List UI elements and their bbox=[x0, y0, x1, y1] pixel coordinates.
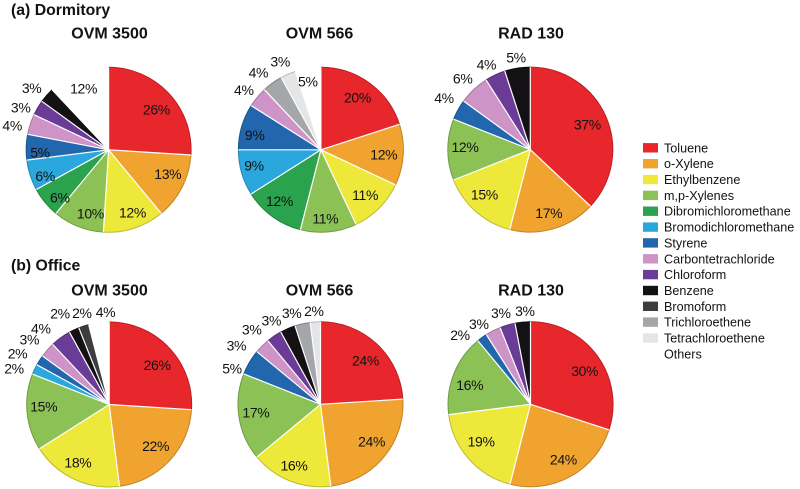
svg-text:2%: 2% bbox=[304, 303, 324, 319]
svg-text:5%: 5% bbox=[506, 50, 526, 66]
svg-text:19%: 19% bbox=[468, 433, 495, 449]
svg-text:4%: 4% bbox=[249, 64, 269, 80]
svg-text:30%: 30% bbox=[571, 363, 598, 379]
svg-text:24%: 24% bbox=[352, 353, 379, 369]
svg-text:16%: 16% bbox=[281, 458, 308, 474]
svg-text:4%: 4% bbox=[96, 304, 116, 320]
svg-text:12%: 12% bbox=[370, 146, 397, 162]
svg-text:6%: 6% bbox=[35, 168, 55, 184]
svg-text:12%: 12% bbox=[119, 204, 146, 220]
svg-text:12%: 12% bbox=[452, 139, 479, 155]
svg-text:18%: 18% bbox=[64, 455, 91, 471]
svg-text:(b) Office: (b) Office bbox=[11, 258, 81, 275]
svg-text:2%: 2% bbox=[72, 305, 92, 321]
svg-text:Dibromichloromethane: Dibromichloromethane bbox=[664, 205, 791, 219]
svg-text:2%: 2% bbox=[450, 327, 470, 343]
svg-text:Toluene: Toluene bbox=[664, 141, 708, 155]
svg-text:3%: 3% bbox=[20, 331, 40, 347]
svg-text:9%: 9% bbox=[244, 158, 264, 174]
svg-text:4%: 4% bbox=[477, 57, 497, 73]
svg-text:15%: 15% bbox=[30, 398, 57, 414]
svg-text:3%: 3% bbox=[282, 305, 302, 321]
svg-text:22%: 22% bbox=[142, 438, 169, 454]
svg-text:2%: 2% bbox=[8, 346, 28, 362]
svg-text:Trichloroethene: Trichloroethene bbox=[664, 316, 751, 330]
svg-text:3%: 3% bbox=[469, 316, 489, 332]
svg-text:o-Xylene: o-Xylene bbox=[664, 157, 714, 171]
svg-text:Others: Others bbox=[664, 347, 702, 361]
svg-text:Chloroform: Chloroform bbox=[664, 268, 726, 282]
svg-text:13%: 13% bbox=[154, 166, 181, 182]
svg-text:3%: 3% bbox=[515, 303, 535, 319]
svg-text:20%: 20% bbox=[344, 90, 371, 106]
svg-text:2%: 2% bbox=[50, 306, 70, 322]
svg-text:6%: 6% bbox=[50, 189, 70, 205]
svg-text:(a) Dormitory: (a) Dormitory bbox=[11, 2, 110, 19]
svg-text:11%: 11% bbox=[352, 187, 378, 203]
svg-text:Ethylbenzene: Ethylbenzene bbox=[664, 173, 740, 187]
svg-text:3%: 3% bbox=[11, 99, 31, 115]
svg-text:9%: 9% bbox=[245, 127, 265, 143]
svg-text:16%: 16% bbox=[456, 377, 483, 393]
svg-text:17%: 17% bbox=[242, 404, 269, 420]
svg-text:10%: 10% bbox=[77, 205, 104, 221]
svg-text:26%: 26% bbox=[143, 102, 170, 118]
svg-text:Carbontetrachloride: Carbontetrachloride bbox=[664, 252, 775, 266]
svg-text:24%: 24% bbox=[358, 433, 385, 449]
svg-text:Benzene: Benzene bbox=[664, 284, 714, 298]
svg-text:2%: 2% bbox=[4, 360, 24, 376]
svg-text:4%: 4% bbox=[234, 82, 254, 98]
svg-text:3%: 3% bbox=[262, 312, 282, 328]
svg-text:6%: 6% bbox=[453, 71, 473, 87]
svg-text:26%: 26% bbox=[144, 357, 171, 373]
svg-text:Styrene: Styrene bbox=[664, 236, 707, 250]
svg-text:4%: 4% bbox=[31, 320, 51, 336]
svg-text:4%: 4% bbox=[434, 90, 454, 106]
svg-text:15%: 15% bbox=[471, 186, 498, 202]
svg-text:RAD 130: RAD 130 bbox=[498, 26, 564, 43]
svg-text:37%: 37% bbox=[574, 116, 601, 132]
svg-text:m,p-Xylenes: m,p-Xylenes bbox=[664, 189, 734, 203]
svg-text:24%: 24% bbox=[550, 452, 577, 468]
svg-text:Tetrachloroethene: Tetrachloroethene bbox=[664, 332, 765, 346]
svg-text:RAD 130: RAD 130 bbox=[498, 283, 564, 300]
svg-text:12%: 12% bbox=[266, 193, 293, 209]
svg-text:3%: 3% bbox=[227, 337, 247, 353]
svg-text:3%: 3% bbox=[491, 305, 511, 321]
svg-text:12%: 12% bbox=[70, 80, 97, 96]
svg-text:11%: 11% bbox=[312, 210, 338, 226]
svg-text:Bromodichloromethane: Bromodichloromethane bbox=[664, 221, 794, 235]
svg-text:OVM 3500: OVM 3500 bbox=[71, 26, 148, 43]
svg-text:Bromoform: Bromoform bbox=[664, 300, 726, 314]
svg-text:4%: 4% bbox=[2, 118, 22, 134]
svg-text:17%: 17% bbox=[535, 205, 562, 221]
svg-text:3%: 3% bbox=[22, 80, 42, 96]
svg-text:OVM 3500: OVM 3500 bbox=[71, 283, 148, 300]
svg-text:OVM 566: OVM 566 bbox=[286, 26, 354, 43]
svg-text:3%: 3% bbox=[242, 321, 262, 337]
svg-text:5%: 5% bbox=[298, 74, 318, 90]
svg-text:OVM 566: OVM 566 bbox=[286, 283, 354, 300]
svg-text:5%: 5% bbox=[222, 361, 242, 377]
svg-text:3%: 3% bbox=[270, 54, 290, 70]
svg-text:5%: 5% bbox=[30, 145, 50, 161]
